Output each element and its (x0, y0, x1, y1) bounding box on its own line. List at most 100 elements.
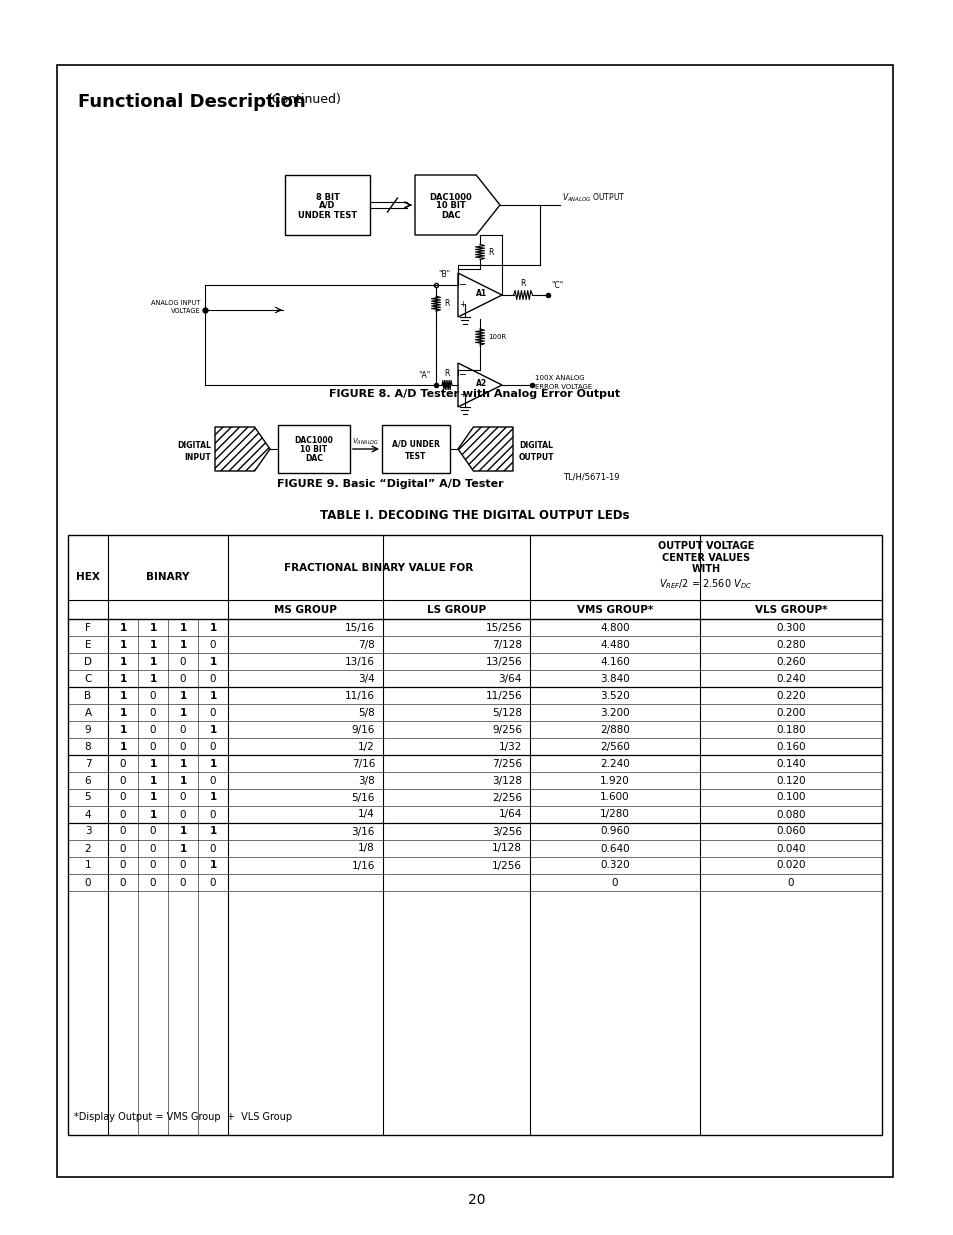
Text: VLS GROUP*: VLS GROUP* (754, 604, 826, 615)
Bar (57, 65, 892, 1177)
Text: 4.480: 4.480 (599, 640, 629, 650)
Text: 1: 1 (209, 793, 216, 803)
Text: DAC1000: DAC1000 (294, 436, 334, 445)
Text: Functional Description: Functional Description (78, 93, 305, 111)
Text: R: R (519, 279, 525, 288)
Text: $V_{ANALOG}$ OUTPUT: $V_{ANALOG}$ OUTPUT (561, 191, 625, 204)
Text: 0: 0 (120, 826, 126, 836)
Text: A/D: A/D (319, 200, 335, 210)
Text: 1: 1 (209, 861, 216, 871)
Text: 0: 0 (179, 741, 186, 752)
Text: 1: 1 (150, 776, 156, 785)
Text: 0: 0 (179, 878, 186, 888)
Text: 1: 1 (150, 622, 156, 632)
Text: B: B (85, 690, 91, 700)
Text: 1: 1 (119, 657, 127, 667)
Text: R: R (488, 247, 494, 257)
Text: A: A (85, 708, 91, 718)
Text: 1: 1 (150, 809, 156, 820)
Text: 9: 9 (85, 725, 91, 735)
Text: +: + (459, 390, 466, 399)
Text: 0: 0 (210, 673, 216, 683)
Text: 7: 7 (85, 758, 91, 768)
Text: 6: 6 (85, 776, 91, 785)
Text: FRACTIONAL BINARY VALUE FOR: FRACTIONAL BINARY VALUE FOR (284, 562, 473, 573)
Polygon shape (457, 363, 501, 408)
Text: VOLTAGE: VOLTAGE (172, 308, 201, 314)
Text: 0: 0 (120, 758, 126, 768)
Text: DAC: DAC (440, 210, 460, 220)
Bar (381, 425, 450, 473)
Text: 11/16: 11/16 (345, 690, 375, 700)
Text: A1: A1 (476, 289, 487, 298)
Text: 0: 0 (210, 640, 216, 650)
Text: 1: 1 (209, 622, 216, 632)
Text: 0.060: 0.060 (776, 826, 805, 836)
Text: 0: 0 (179, 673, 186, 683)
Text: TABLE I. DECODING THE DIGITAL OUTPUT LEDs: TABLE I. DECODING THE DIGITAL OUTPUT LED… (320, 509, 629, 522)
Text: +: + (459, 300, 466, 310)
Text: INPUT: INPUT (184, 452, 211, 462)
Text: 0: 0 (210, 776, 216, 785)
Text: 0: 0 (611, 878, 618, 888)
Text: HEX: HEX (76, 572, 100, 582)
Text: 1: 1 (119, 690, 127, 700)
Text: ANALOG INPUT: ANALOG INPUT (152, 300, 201, 306)
Text: 0: 0 (150, 861, 156, 871)
Text: 1: 1 (179, 844, 187, 853)
Text: 1.920: 1.920 (599, 776, 629, 785)
Bar (68, 535, 882, 1135)
Text: 7/8: 7/8 (358, 640, 375, 650)
Text: 0: 0 (150, 725, 156, 735)
Text: 1: 1 (150, 793, 156, 803)
Text: 4.160: 4.160 (599, 657, 629, 667)
Polygon shape (457, 273, 501, 317)
Text: 5/8: 5/8 (358, 708, 375, 718)
Text: VMS GROUP*: VMS GROUP* (577, 604, 653, 615)
Text: 0: 0 (210, 809, 216, 820)
Text: 5/16: 5/16 (352, 793, 375, 803)
Text: 0.640: 0.640 (599, 844, 629, 853)
Text: 0.200: 0.200 (776, 708, 805, 718)
Text: 5/128: 5/128 (492, 708, 521, 718)
Bar (285, 175, 370, 235)
Text: 13/16: 13/16 (345, 657, 375, 667)
Text: A/D UNDER: A/D UNDER (392, 440, 439, 448)
Text: R: R (444, 299, 450, 308)
Text: 15/16: 15/16 (345, 622, 375, 632)
Text: 0: 0 (85, 878, 91, 888)
Text: 0.220: 0.220 (776, 690, 805, 700)
Text: DAC1000: DAC1000 (429, 193, 472, 201)
Text: 3.520: 3.520 (599, 690, 629, 700)
Text: 0: 0 (210, 708, 216, 718)
Text: 1: 1 (179, 622, 187, 632)
Text: 10 BIT: 10 BIT (436, 200, 465, 210)
Text: "B": "B" (437, 270, 450, 279)
Text: 3.840: 3.840 (599, 673, 629, 683)
Text: 0: 0 (179, 809, 186, 820)
Text: 0: 0 (210, 878, 216, 888)
Text: 0.260: 0.260 (776, 657, 805, 667)
Text: DIGITAL: DIGITAL (177, 441, 211, 450)
Text: 0: 0 (120, 793, 126, 803)
Text: 0: 0 (179, 861, 186, 871)
Text: *Display Output = VMS Group  +  VLS Group: *Display Output = VMS Group + VLS Group (74, 1112, 292, 1123)
Text: 0: 0 (179, 725, 186, 735)
Text: 7/128: 7/128 (492, 640, 521, 650)
Text: 1: 1 (209, 725, 216, 735)
Text: 0: 0 (120, 844, 126, 853)
Text: −: − (458, 370, 467, 380)
Text: A2: A2 (476, 378, 487, 388)
Text: 3/8: 3/8 (358, 776, 375, 785)
Text: 1: 1 (209, 690, 216, 700)
Text: DAC: DAC (305, 453, 323, 462)
Text: 0.280: 0.280 (776, 640, 805, 650)
Text: 1: 1 (150, 758, 156, 768)
Text: 0: 0 (120, 861, 126, 871)
Text: 1: 1 (119, 708, 127, 718)
Text: "C": "C" (551, 282, 562, 290)
Text: WITH: WITH (691, 564, 720, 574)
Text: 8: 8 (85, 741, 91, 752)
Text: 2/256: 2/256 (492, 793, 521, 803)
Text: BINARY: BINARY (146, 572, 190, 582)
